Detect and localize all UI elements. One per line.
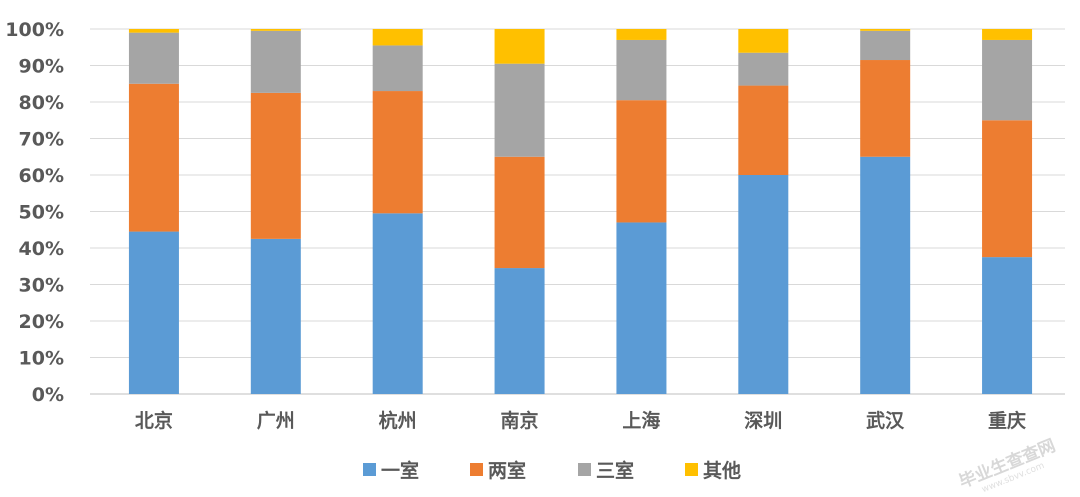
bar-segment-3-7 <box>860 30 911 61</box>
bar-segment-3-2 <box>250 30 301 93</box>
x-category-label: 上海 <box>622 409 660 432</box>
bar-segment-2-8 <box>982 120 1033 258</box>
bar-segment-2-1 <box>128 83 179 232</box>
bar-segment-2-4 <box>494 156 545 269</box>
bar-segment-1-1 <box>128 231 179 394</box>
bar-segment-4-8 <box>982 29 1033 40</box>
y-tick-label: 20% <box>19 311 64 333</box>
y-tick-label: 50% <box>19 202 64 224</box>
watermark: 毕业生查查网 www.sbvv.com <box>956 435 1058 495</box>
bar-segment-4-2 <box>250 29 301 31</box>
bar-segment-3-1 <box>128 32 179 84</box>
bar-segment-3-6 <box>738 52 789 86</box>
bar-segment-2-3 <box>372 91 423 214</box>
bar-segment-1-4 <box>494 268 545 394</box>
x-category-label: 深圳 <box>744 409 782 432</box>
legend-label: 其他 <box>703 459 741 482</box>
y-tick-label: 90% <box>19 56 64 78</box>
y-tick-label: 0% <box>32 384 64 406</box>
bar-segment-1-8 <box>982 257 1033 394</box>
x-category-label: 广州 <box>257 409 295 432</box>
bar-segment-3-4 <box>494 63 545 157</box>
x-category-label: 杭州 <box>379 409 417 432</box>
legend-label: 三室 <box>596 459 634 482</box>
y-tick-label: 40% <box>19 238 64 260</box>
bar-segment-4-1 <box>128 29 179 33</box>
y-tick-label: 80% <box>19 92 64 114</box>
legend-swatch <box>685 463 698 476</box>
bar-segment-4-5 <box>616 29 667 40</box>
y-tick-label: 10% <box>19 348 64 370</box>
bar-segment-2-6 <box>738 85 789 175</box>
x-axis-category-labels: 北京 广州 杭州 南京 上海 深圳 武汉 重庆 <box>135 409 1026 432</box>
bar-segment-4-6 <box>738 29 789 53</box>
x-category-label: 南京 <box>501 409 539 432</box>
bar-segment-1-6 <box>738 175 789 394</box>
bar-segment-2-2 <box>250 92 301 239</box>
bar-segment-3-3 <box>372 45 423 92</box>
legend-swatch <box>470 463 483 476</box>
y-tick-label: 30% <box>19 275 64 297</box>
x-category-label: 北京 <box>135 409 173 432</box>
legend-swatch <box>363 463 376 476</box>
legend-label: 一室 <box>381 459 419 482</box>
x-category-label: 武汉 <box>866 410 905 432</box>
bar-segment-2-7 <box>860 60 911 157</box>
y-axis-tick-labels: 0% 10% 20% 30% 40% 50% 60% 70% 80% 90% 100% <box>5 19 64 406</box>
bar-segment-4-7 <box>860 29 911 31</box>
bar-segment-4-4 <box>494 29 545 64</box>
bar-segment-1-7 <box>860 156 911 394</box>
y-tick-label: 60% <box>19 165 64 187</box>
bar-segment-3-8 <box>982 39 1033 121</box>
bar-segment-1-2 <box>250 238 301 394</box>
bar-segment-3-5 <box>616 39 667 101</box>
legend: 一室 两室 三室 其他 <box>363 459 741 482</box>
legend-label: 两室 <box>488 459 526 482</box>
bars <box>128 29 1033 394</box>
bar-segment-2-5 <box>616 100 667 223</box>
y-tick-label: 70% <box>19 129 64 151</box>
bar-segment-4-3 <box>372 29 423 46</box>
x-category-label: 重庆 <box>988 409 1026 432</box>
bar-segment-1-3 <box>372 213 423 394</box>
bar-segment-1-5 <box>616 222 667 394</box>
y-tick-label: 100% <box>5 19 64 41</box>
gridlines <box>90 28 1065 395</box>
legend-swatch <box>578 463 591 476</box>
